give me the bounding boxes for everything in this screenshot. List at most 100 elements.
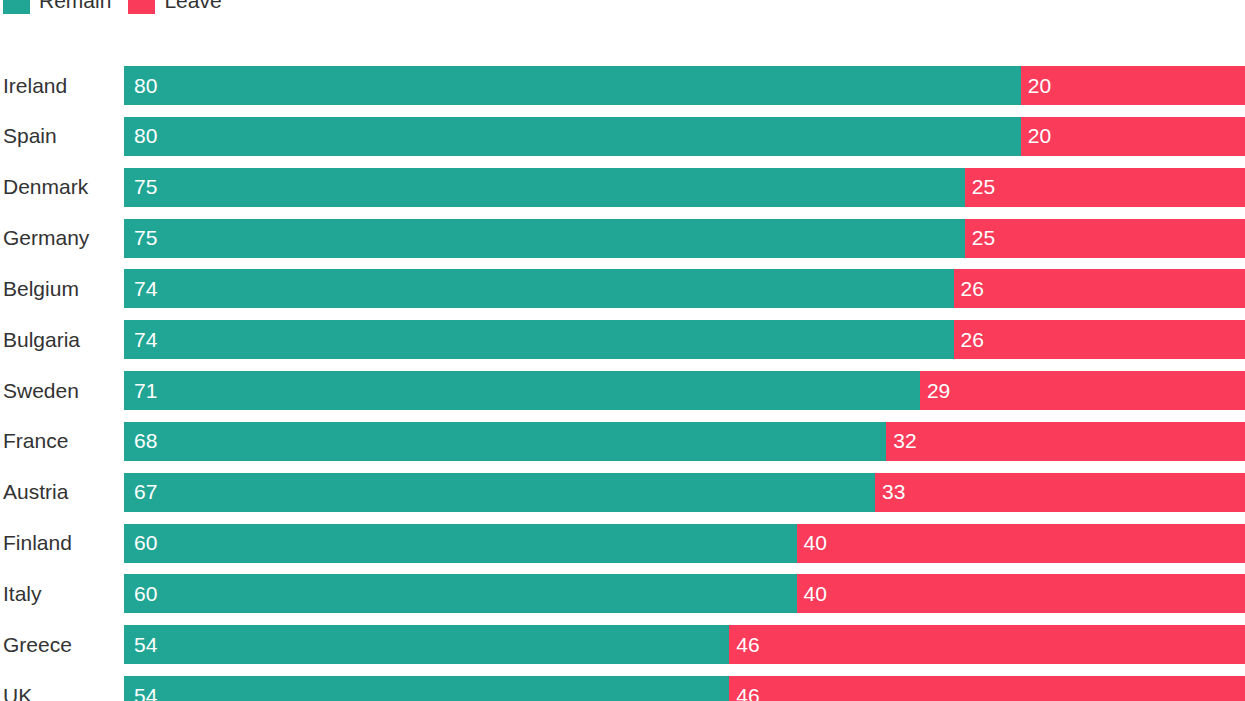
- bar-track: 74 26: [124, 320, 1245, 359]
- leave-value-label: 29: [920, 379, 950, 403]
- leave-value-label: 25: [965, 226, 995, 250]
- bar-track: 80 20: [124, 66, 1245, 105]
- leave-value-label: 25: [965, 175, 995, 199]
- leave-segment: 40: [797, 574, 1245, 613]
- leave-value-label: 26: [954, 277, 984, 301]
- remain-segment: 54: [124, 676, 729, 701]
- remain-value-label: 67: [124, 480, 157, 504]
- remain-value-label: 74: [124, 277, 157, 301]
- chart-row: Greece54 46: [0, 625, 1245, 664]
- leave-segment: 29: [920, 371, 1245, 410]
- remain-segment: 54: [124, 625, 729, 664]
- leave-value-label: 40: [797, 531, 827, 555]
- category-label: Spain: [0, 117, 124, 156]
- chart-row: Denmark75 25: [0, 168, 1245, 207]
- leave-value-label: 40: [797, 582, 827, 606]
- remain-segment: 60: [124, 574, 797, 613]
- remain-segment: 67: [124, 473, 875, 512]
- category-label: France: [0, 422, 124, 461]
- leave-segment: 32: [886, 422, 1245, 461]
- chart-row: France68 32: [0, 422, 1245, 461]
- bar-track: 60 40: [124, 524, 1245, 563]
- leave-segment: 46: [729, 676, 1245, 701]
- remain-segment: 74: [124, 269, 954, 308]
- leave-segment: 25: [965, 168, 1245, 207]
- legend-item-leave: Leave: [128, 0, 221, 14]
- leave-segment: 26: [954, 269, 1245, 308]
- leave-value-label: 20: [1021, 74, 1051, 98]
- category-label: Finland: [0, 524, 124, 563]
- remain-segment: 68: [124, 422, 886, 461]
- bar-track: 54 46: [124, 676, 1245, 701]
- leave-segment: 33: [875, 473, 1245, 512]
- leave-value-label: 46: [729, 684, 759, 701]
- chart-row: Spain80 20: [0, 117, 1245, 156]
- legend-label-remain: Remain: [39, 0, 111, 14]
- chart-row: Finland60 40: [0, 524, 1245, 563]
- category-label: Italy: [0, 574, 124, 613]
- remain-value-label: 60: [124, 582, 157, 606]
- remain-value-label: 75: [124, 175, 157, 199]
- chart-row: Austria67 33: [0, 473, 1245, 512]
- chart-row: Ireland80 20: [0, 66, 1245, 105]
- leave-segment: 46: [729, 625, 1245, 664]
- category-label: UK: [0, 676, 124, 701]
- remain-value-label: 71: [124, 379, 157, 403]
- remain-segment: 74: [124, 320, 954, 359]
- leave-value-label: 32: [886, 429, 916, 453]
- bar-track: 74 26: [124, 269, 1245, 308]
- chart-row: Bulgaria74 26: [0, 320, 1245, 359]
- category-label: Greece: [0, 625, 124, 664]
- legend-swatch-leave-icon: [128, 0, 155, 14]
- legend-label-leave: Leave: [164, 0, 221, 14]
- chart-row: UK54 46: [0, 676, 1245, 701]
- remain-segment: 80: [124, 66, 1021, 105]
- remain-segment: 60: [124, 524, 797, 563]
- remain-value-label: 60: [124, 531, 157, 555]
- chart-row: Sweden71 29: [0, 371, 1245, 410]
- category-label: Bulgaria: [0, 320, 124, 359]
- bar-track: 54 46: [124, 625, 1245, 664]
- remain-segment: 71: [124, 371, 920, 410]
- remain-value-label: 54: [124, 633, 157, 657]
- chart-row: Germany75 25: [0, 219, 1245, 258]
- remain-value-label: 80: [124, 124, 157, 148]
- bar-track: 68 32: [124, 422, 1245, 461]
- leave-segment: 25: [965, 219, 1245, 258]
- legend-swatch-remain-icon: [3, 0, 30, 14]
- leave-value-label: 33: [875, 480, 905, 504]
- chart-row: Italy60 40: [0, 574, 1245, 613]
- remain-value-label: 74: [124, 328, 157, 352]
- remain-value-label: 75: [124, 226, 157, 250]
- chart-canvas: Remain Leave Ireland80 20 Spain80 20 Denmark…: [0, 0, 1245, 701]
- remain-segment: 75: [124, 219, 965, 258]
- leave-segment: 20: [1021, 117, 1245, 156]
- leave-segment: 20: [1021, 66, 1245, 105]
- remain-segment: 75: [124, 168, 965, 207]
- leave-segment: 26: [954, 320, 1245, 359]
- leave-value-label: 26: [954, 328, 984, 352]
- remain-value-label: 54: [124, 684, 157, 701]
- remain-segment: 80: [124, 117, 1021, 156]
- category-label: Austria: [0, 473, 124, 512]
- leave-value-label: 46: [729, 633, 759, 657]
- remain-value-label: 68: [124, 429, 157, 453]
- category-label: Germany: [0, 219, 124, 258]
- bar-track: 60 40: [124, 574, 1245, 613]
- bar-track: 80 20: [124, 117, 1245, 156]
- leave-segment: 40: [797, 524, 1245, 563]
- bar-track: 71 29: [124, 371, 1245, 410]
- bar-track: 75 25: [124, 168, 1245, 207]
- bar-track: 67 33: [124, 473, 1245, 512]
- category-label: Sweden: [0, 371, 124, 410]
- leave-value-label: 20: [1021, 124, 1051, 148]
- category-label: Denmark: [0, 168, 124, 207]
- chart-legend: Remain Leave: [3, 0, 222, 14]
- remain-value-label: 80: [124, 74, 157, 98]
- legend-item-remain: Remain: [3, 0, 111, 14]
- stacked-bar-chart: Ireland8020Spain8020Denmark7525Germany75…: [0, 66, 1245, 701]
- bar-track: 75 25: [124, 219, 1245, 258]
- category-label: Ireland: [0, 66, 124, 105]
- chart-row: Belgium74 26: [0, 269, 1245, 308]
- category-label: Belgium: [0, 269, 124, 308]
